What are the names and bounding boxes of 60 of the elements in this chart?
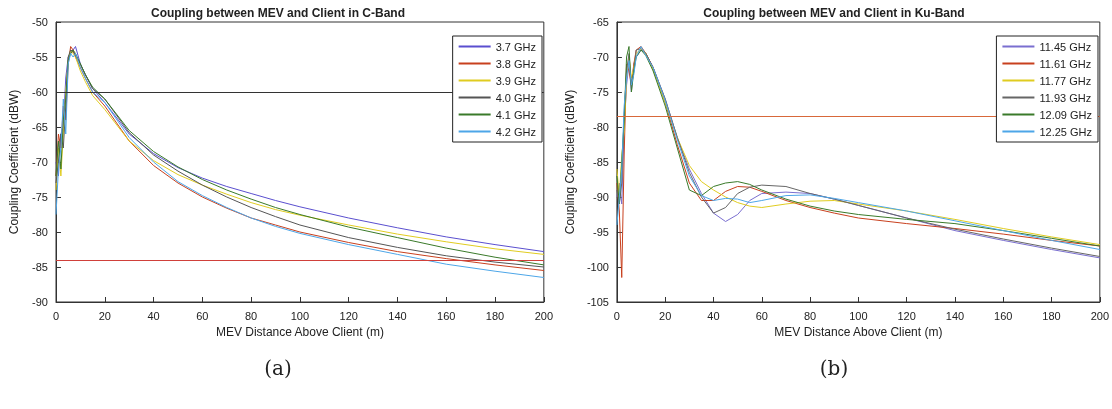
y-axis-title: Coupling Coefficient (dBW) [563, 89, 577, 235]
x-tick-label: 120 [339, 309, 358, 322]
y-tick-label: -90 [593, 191, 609, 203]
y-tick-label: -55 [32, 51, 48, 63]
y-tick-label: -100 [586, 261, 609, 273]
x-tick-label: 140 [945, 309, 965, 322]
y-tick-label: -90 [32, 296, 48, 308]
chart-title: Coupling between MEV and Client in C-Band [151, 6, 405, 20]
y-tick-label: -80 [593, 121, 609, 133]
x-tick-label: 180 [485, 309, 505, 322]
x-tick-label: 80 [245, 309, 258, 322]
legend-label: 4.2 GHz [495, 125, 537, 138]
x-tick-label: 200 [1090, 309, 1109, 322]
x-tick-label: 160 [437, 309, 456, 322]
y-tick-label: -105 [586, 296, 609, 308]
y-tick-label: -85 [32, 261, 48, 273]
legend-label: 11.77 GHz [1039, 74, 1092, 87]
legend-label: 4.1 GHz [495, 108, 537, 121]
text: (b) [818, 356, 850, 380]
legend-label: 12.09 GHz [1039, 108, 1093, 121]
x-tick-label: 180 [1042, 309, 1061, 322]
y-tick-label: -65 [32, 121, 48, 133]
x-tick-label: 40 [707, 309, 720, 322]
legend-label: 3.8 GHz [495, 57, 537, 70]
y-axis-title: Coupling Coefficient (dBW) [7, 89, 21, 235]
chart-title: Coupling between MEV and Client in Ku-Band [703, 6, 965, 20]
x-tick-label: 100 [849, 309, 868, 322]
x-tick-label: 200 [534, 309, 553, 322]
y-tick-label: -95 [593, 226, 609, 238]
x-tick-label: 80 [803, 309, 817, 322]
x-tick-label: 20 [98, 309, 111, 322]
y-tick-label: -85 [593, 156, 609, 168]
x-axis-title: MEV Distance Above Client (m) [774, 325, 943, 339]
y-tick-label: -60 [32, 86, 48, 98]
x-tick-label: 120 [897, 309, 916, 322]
x-tick-label: 160 [994, 309, 1013, 322]
x-tick-label: 0 [613, 309, 620, 322]
legend-label: 3.7 GHz [495, 40, 537, 53]
x-tick-label: 100 [290, 309, 310, 322]
x-tick-label: 40 [147, 309, 160, 322]
legend-label: 11.93 GHz [1039, 91, 1092, 104]
legend-label: 11.61 GHz [1039, 57, 1092, 70]
legend-label: 4.0 GHz [495, 91, 537, 104]
y-tick-label: -70 [32, 156, 48, 168]
y-tick-label: -50 [32, 16, 48, 28]
text: (a) [263, 356, 293, 380]
y-tick-label: -75 [32, 191, 48, 203]
x-tick-label: 0 [52, 309, 60, 322]
y-tick-label: -70 [593, 51, 609, 63]
x-tick-label: 20 [659, 309, 672, 322]
x-tick-label: 60 [196, 309, 209, 322]
x-tick-label: 60 [755, 309, 768, 322]
x-tick-label: 140 [388, 309, 407, 322]
y-tick-label: -75 [593, 86, 609, 98]
legend-label: 3.9 GHz [495, 74, 537, 87]
y-tick-label: -80 [32, 226, 48, 238]
legend-label: 11.45 GHz [1039, 40, 1092, 53]
x-axis-title: MEV Distance Above Client (m) [215, 325, 384, 339]
y-tick-label: -65 [593, 16, 609, 28]
legend-label: 12.25 GHz [1039, 125, 1093, 138]
